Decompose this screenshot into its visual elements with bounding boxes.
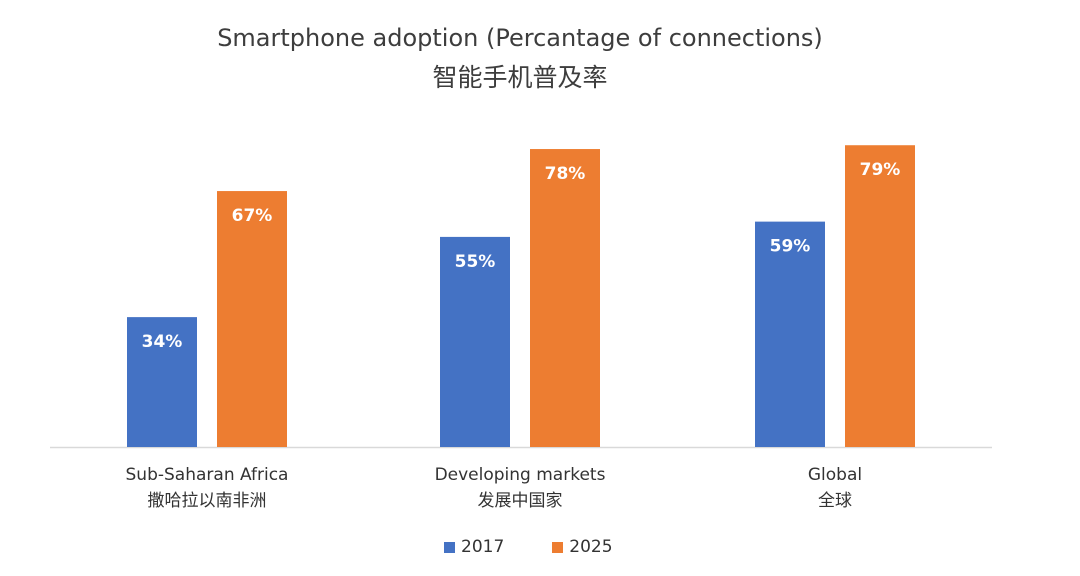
category-label-zh-2: 全球 <box>818 491 852 511</box>
data-label-2025-2: 79% <box>860 160 901 180</box>
bar-2025-0 <box>217 191 287 447</box>
chart-title: Smartphone adoption (Percantage of conne… <box>217 24 823 52</box>
data-label-2025-0: 67% <box>232 206 273 226</box>
legend-label-2017: 2017 <box>461 537 505 557</box>
data-label-2017-0: 34% <box>142 332 183 352</box>
category-label-zh-1: 发展中国家 <box>478 491 563 511</box>
legend-item-2017: 2017 <box>444 537 504 557</box>
bar-2017-1 <box>440 236 510 447</box>
legend: 2017 2025 <box>444 537 613 557</box>
legend-item-2025: 2025 <box>552 537 613 557</box>
bar-2017-0 <box>127 317 197 447</box>
data-label-2017-2: 59% <box>770 237 811 257</box>
data-label-2025-1: 78% <box>545 164 586 184</box>
legend-swatch-2025 <box>552 541 564 553</box>
category-label-1: Developing markets <box>435 465 606 485</box>
data-label-2017-1: 55% <box>455 252 496 272</box>
category-label-0: Sub-Saharan Africa <box>126 465 289 485</box>
bar-2025-2 <box>845 145 915 447</box>
category-label-zh-0: 撒哈拉以南非洲 <box>148 491 267 511</box>
legend-swatch-2017 <box>444 541 455 553</box>
chart-subtitle: 智能手机普及率 <box>432 63 608 92</box>
legend-label-2025: 2025 <box>569 537 613 557</box>
bar-2025-1 <box>530 149 600 448</box>
bar-2017-2 <box>755 221 825 447</box>
category-label-2: Global <box>808 465 862 485</box>
